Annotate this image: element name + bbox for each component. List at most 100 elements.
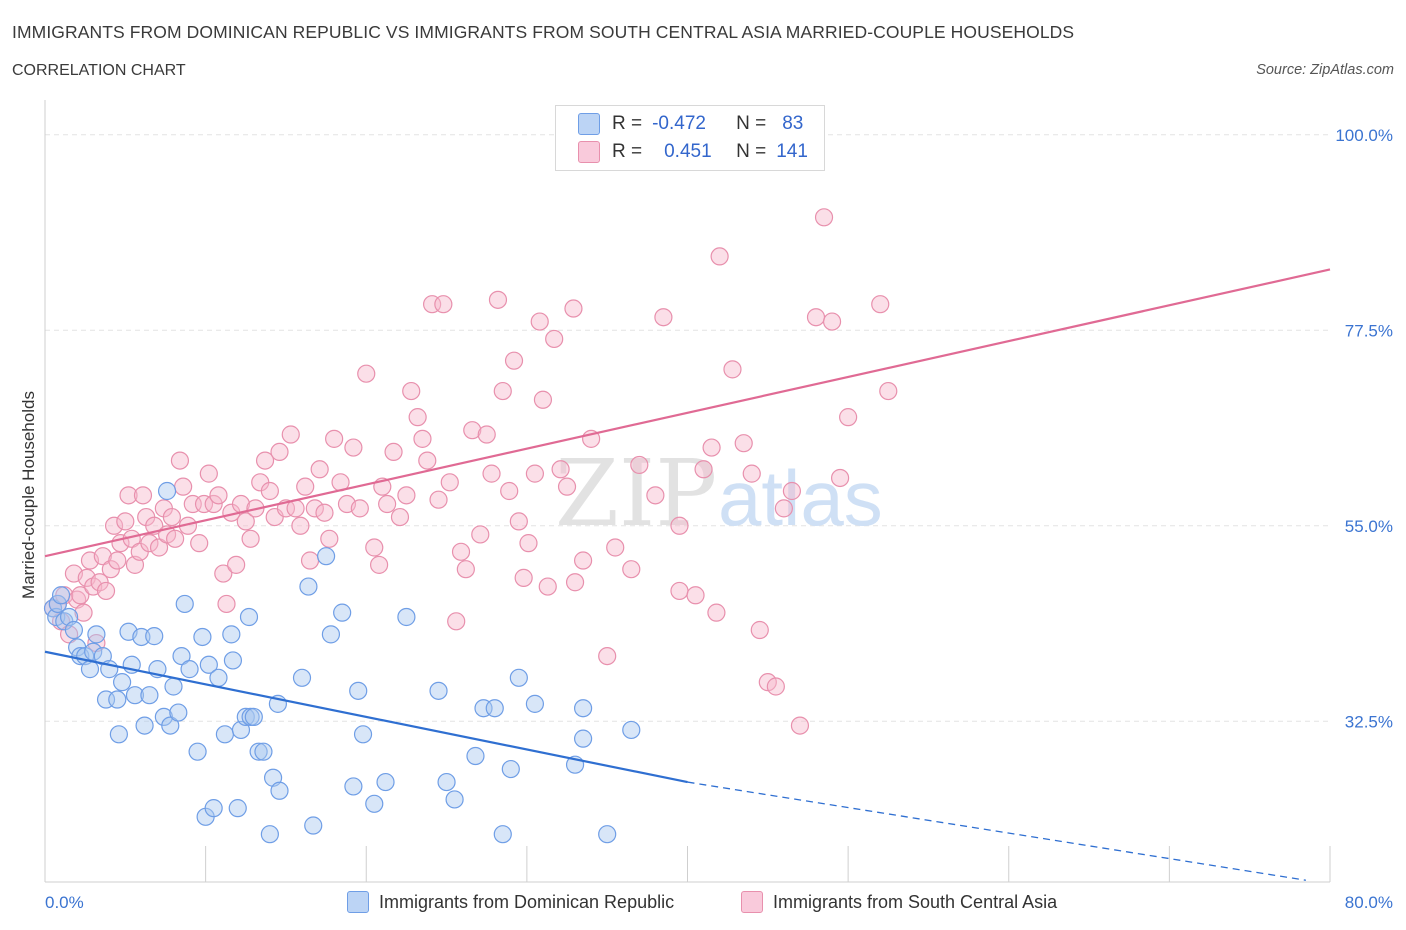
blue-point (222, 625, 241, 644)
pink-point (408, 408, 427, 427)
pink-point (519, 534, 538, 553)
blue-point (598, 825, 617, 844)
blue-point (244, 707, 263, 727)
blue-point (376, 772, 395, 792)
pink-point (170, 451, 190, 470)
pink-n-label: N = (736, 141, 767, 162)
pink-point (96, 581, 116, 601)
pink-point (74, 603, 93, 622)
blue-point (573, 699, 593, 718)
blue-point (223, 651, 243, 670)
pink-point (140, 534, 159, 553)
pink-point (646, 486, 665, 505)
pink-point (133, 486, 153, 505)
pink-point (525, 464, 545, 483)
blue-point (260, 825, 279, 844)
pink-point (217, 594, 236, 614)
pink-point (573, 551, 593, 570)
pink-point (296, 477, 315, 496)
blue-point (145, 627, 164, 646)
legend-blue-swatch (347, 891, 369, 913)
pink-point (270, 442, 289, 461)
blue-point (573, 729, 593, 748)
blue-point (437, 772, 456, 792)
blue-point (132, 627, 151, 647)
watermark: ZIP atlas (555, 440, 883, 547)
blue-point (204, 799, 223, 818)
pink-point (194, 494, 214, 514)
pink-point (209, 486, 228, 505)
pink-point (702, 438, 721, 457)
pink-point (871, 295, 890, 314)
legend-item-blue: Immigrants from Dominican Republic (347, 888, 674, 916)
blue-point (397, 607, 416, 627)
legend-blue-label: Immigrants from Dominican Republic (379, 891, 675, 912)
pink-point (260, 481, 279, 501)
legend-pink-swatch (741, 891, 763, 913)
tick-labels: 32.5% 55.0% 77.5% 100.0% 0.0% 80.0% (45, 126, 1393, 912)
pink-point (750, 620, 769, 640)
watermark-zip: ZIP (555, 440, 717, 547)
pink-point (199, 464, 218, 483)
pink-point (710, 247, 729, 266)
pink-point (119, 486, 138, 505)
pink-r-value: 0.451 (664, 141, 712, 162)
blue-point (175, 594, 194, 614)
legend-item-pink: Immigrants from South Central Asia (741, 888, 1057, 916)
pink-point (670, 516, 689, 535)
blue-point (321, 625, 341, 644)
blue-swatch (578, 113, 600, 135)
pink-point (782, 481, 802, 501)
blue-point (51, 586, 71, 605)
blue-point (466, 746, 485, 766)
blue-point (199, 655, 218, 674)
blue-point (180, 660, 199, 679)
blue-point (270, 781, 289, 800)
blue-point (140, 686, 159, 705)
blue-point (135, 716, 154, 735)
pink-point (402, 381, 421, 401)
pink-point (429, 490, 448, 509)
pink-r-label: R = (612, 141, 643, 162)
pink-point (830, 468, 850, 488)
blue-r-label: R = (612, 113, 643, 134)
chart-title: IMMIGRANTS FROM DOMINICAN REPUBLIC VS IM… (12, 22, 1075, 42)
blue-point (299, 577, 318, 596)
pink-point (214, 564, 233, 583)
pink-point (255, 451, 275, 470)
pink-point (814, 208, 834, 227)
pink-point (315, 503, 334, 522)
pink-point (533, 390, 553, 409)
blue-point (525, 694, 545, 713)
blue-point (365, 794, 384, 813)
blue-point (333, 603, 352, 622)
pink-point (291, 516, 310, 535)
pink-point (397, 486, 416, 505)
pink-point (598, 646, 617, 666)
pink-point (670, 581, 689, 601)
blue-point (209, 668, 228, 687)
pink-trend-line (44, 268, 1331, 558)
pink-point (325, 429, 344, 448)
blue-point (316, 547, 336, 566)
pink-point (471, 525, 490, 544)
blue-point (64, 620, 84, 640)
blue-point (84, 642, 103, 661)
blue-point (349, 681, 368, 700)
x-tick-label-min: 0.0% (45, 893, 84, 912)
pink-point (766, 677, 785, 696)
pink-point (790, 716, 810, 735)
pink-point (236, 512, 255, 531)
x-tick-label-max: 80.0% (1345, 893, 1393, 912)
pink-point (104, 516, 124, 535)
y-tick-label: 55.0% (1345, 517, 1393, 536)
blue-point (445, 790, 464, 809)
pink-point (241, 529, 260, 548)
pink-point (378, 494, 397, 514)
pink-point (149, 538, 169, 557)
pink-point (723, 360, 742, 379)
pink-point (734, 434, 753, 453)
blue-point (215, 725, 234, 744)
pink-point (694, 460, 713, 479)
